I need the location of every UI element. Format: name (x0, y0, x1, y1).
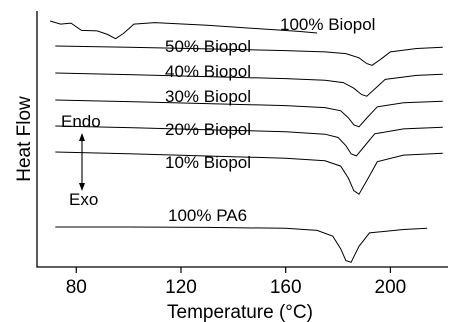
x-tick-label: 200 (375, 277, 407, 298)
x-tick-label: 120 (165, 277, 197, 298)
series-line (55, 226, 428, 263)
series-label: 50% Biopol (165, 37, 251, 56)
axes (36, 11, 448, 268)
y-axis-title: Heat Flow (14, 96, 35, 182)
series-group: 100% Biopol 50% Biopol 40% Biopol 30% Biopo… (49, 15, 443, 263)
series-label: 40% Biopol (165, 62, 251, 81)
series-line (55, 125, 443, 157)
series-label: 30% Biopol (165, 87, 251, 106)
series-label: 100% Biopol (280, 15, 375, 34)
series-label: 100% PA6 (168, 206, 247, 225)
plot-frame (36, 11, 448, 268)
x-tick-label: 80 (66, 277, 87, 298)
endo-label: Endo (61, 112, 101, 131)
series-line (55, 151, 443, 195)
x-axis-title: Temperature (°C) (167, 302, 313, 322)
series-line (55, 45, 443, 66)
series-line (49, 20, 318, 40)
series-label: 10% Biopol (165, 153, 251, 172)
x-ticks: 80 120 160 200 (66, 267, 407, 298)
x-tick-label: 160 (270, 277, 302, 298)
arrow-head-up (79, 133, 85, 141)
series-label: 20% Biopol (165, 120, 251, 139)
arrow-head-down (79, 183, 85, 191)
series-line (55, 99, 443, 128)
exo-label: Exo (69, 190, 98, 209)
series-line (55, 72, 443, 97)
